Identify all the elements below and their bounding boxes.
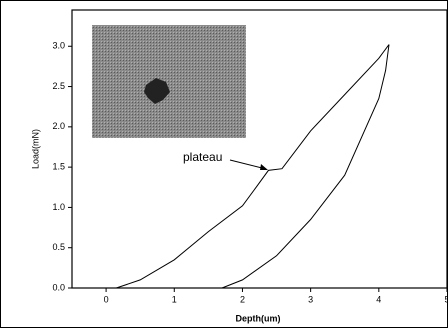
inset-background xyxy=(92,25,246,138)
x-tick-label: 4 xyxy=(376,294,381,304)
y-tick-label: 1.5 xyxy=(52,162,65,172)
y-tick-label: 2.0 xyxy=(52,121,65,131)
y-tick-label: 0.0 xyxy=(52,282,65,292)
annotation: plateau xyxy=(183,150,222,164)
x-tick-label: 2 xyxy=(240,294,245,304)
x-tick-label: 5 xyxy=(444,294,448,304)
y-tick-label: 2.5 xyxy=(52,81,65,91)
annotation-arrowhead xyxy=(260,164,268,170)
load-curve xyxy=(222,45,389,288)
x-tick-label: 3 xyxy=(308,294,313,304)
y-tick-label: 1.0 xyxy=(52,202,65,212)
y-tick-label: 0.5 xyxy=(52,242,65,252)
x-tick-label: 0 xyxy=(104,294,109,304)
inset-image xyxy=(92,25,246,138)
x-axis-label: Depth(um) xyxy=(236,313,281,323)
x-tick-label: 1 xyxy=(172,294,177,304)
y-tick-label: 3.0 xyxy=(52,41,65,51)
y-axis-label: Load(mN) xyxy=(30,129,40,169)
chart: Depth(um) Load(mN) plateau 0.0 0.5 1.0 1.5 2… xyxy=(0,0,448,328)
